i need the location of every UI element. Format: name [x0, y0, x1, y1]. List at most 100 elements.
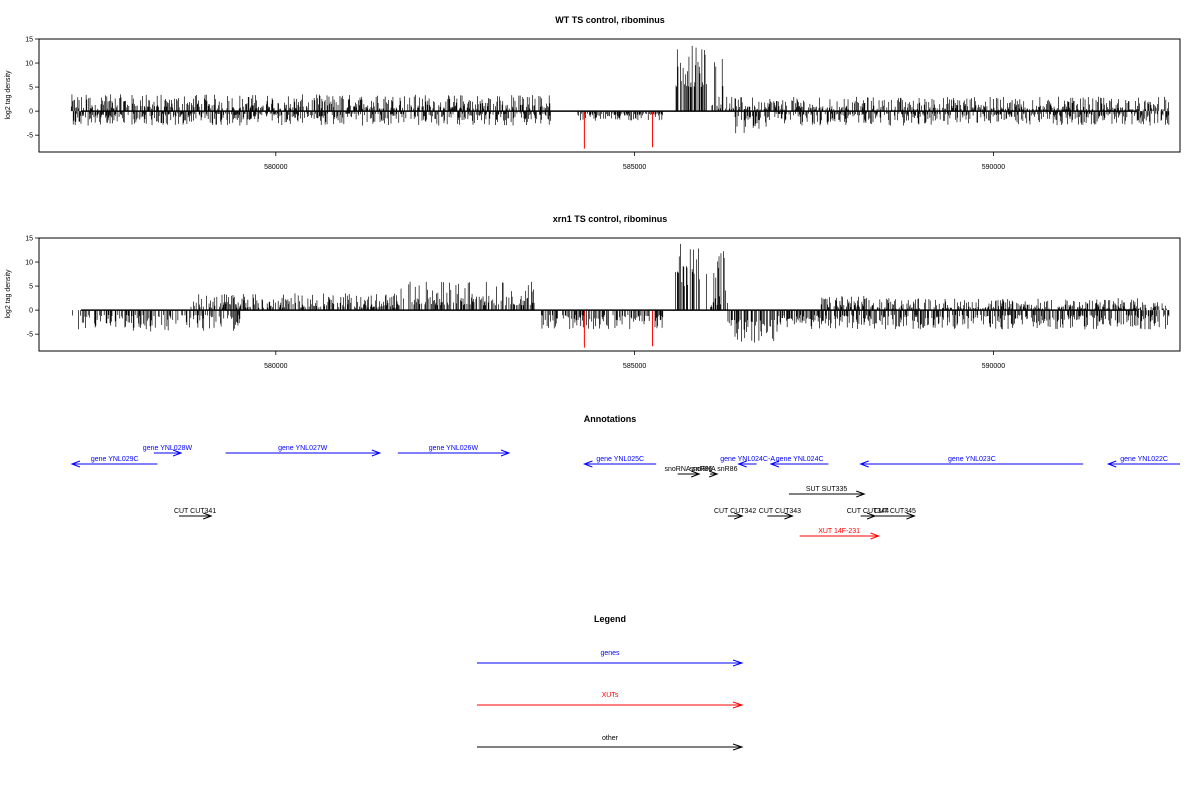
x-tick-label: 590000: [982, 164, 1005, 171]
x-tick-label: 585000: [623, 363, 646, 370]
y-tick-label: 10: [25, 61, 33, 68]
feature-label: CUT CUT341: [174, 508, 216, 515]
y-tick: 5: [29, 85, 39, 92]
x-tick: 580000: [264, 351, 288, 370]
annotation-feature: gene YNL022C: [1106, 456, 1180, 468]
y-tick: -5: [27, 332, 39, 339]
arrow-head-icon: [870, 532, 881, 540]
y-tick: 0: [29, 109, 39, 116]
annotation-feature: CUT CUT342: [714, 508, 756, 520]
y-tick: 15: [25, 236, 39, 243]
arrow-head-icon: [732, 743, 744, 751]
feature-label: gene YNL028W: [143, 445, 193, 452]
x-tick: 590000: [982, 152, 1005, 171]
legend-label: genes: [600, 650, 620, 657]
x-axis: 580000 585000 590000: [264, 152, 1005, 171]
plot-frame: [38, 38, 1181, 153]
x-tick-label: 585000: [623, 164, 646, 171]
plot-frame: [38, 237, 1181, 352]
feature-label: gene YNL027W: [278, 445, 328, 452]
y-axis: -5 0 5 10 15: [25, 236, 40, 351]
annotation-feature: XUT 14F-231: [799, 528, 881, 540]
arrow-head-icon: [734, 512, 744, 520]
annotation-feature: gene YNL023C: [859, 456, 1084, 468]
arrow-head-icon: [732, 701, 744, 709]
arrow-head-icon: [906, 512, 916, 520]
panel-title: xrn1 TS control, ribominus: [553, 214, 668, 224]
arrow-head-icon: [691, 470, 701, 478]
feature-label: CUT CUT342: [714, 508, 756, 515]
y-tick: 5: [29, 284, 39, 291]
panel-title: WT TS control, ribominus: [555, 15, 665, 25]
annotation-feature: gene YNL029C: [70, 456, 158, 468]
y-tick-label: 0: [29, 109, 33, 116]
y-tick-label: -5: [27, 332, 33, 339]
arrow-head-icon: [500, 449, 511, 457]
feature-label: gene YNL024C: [776, 456, 824, 463]
y-tick: 15: [25, 37, 39, 44]
x-tick-label: 580000: [264, 363, 287, 370]
legend-label: XUTs: [602, 692, 619, 699]
x-axis: 580000 585000 590000: [264, 351, 1005, 370]
y-tick: -5: [27, 133, 39, 140]
feature-label: XUT 14F-231: [818, 528, 860, 535]
y-axis: -5 0 5 10 15: [25, 37, 40, 152]
red-marks: [583, 310, 654, 348]
arrow-head-icon: [172, 449, 183, 457]
legend-item-genes: genes: [477, 650, 744, 667]
arrow-head-icon: [859, 460, 869, 468]
y-tick-label: -5: [27, 133, 33, 140]
x-tick-label: 580000: [264, 164, 287, 171]
annotation-features: gene YNL029C gene YNL028W gene YNL027W gene…: [70, 445, 1180, 540]
feature-label: gene YNL025C: [596, 456, 644, 463]
arrow-head-icon: [856, 490, 866, 498]
feature-label: gene YNL026W: [429, 445, 479, 452]
arrow-head-icon: [784, 512, 794, 520]
annotation-feature: CUT CUT345: [874, 508, 916, 520]
y-tick-label: 5: [29, 85, 33, 92]
feature-label: CUT CUT343: [759, 508, 801, 515]
x-tick-label: 590000: [982, 363, 1005, 370]
arrow-head-icon: [737, 460, 747, 468]
red-marks: [583, 111, 654, 149]
feature-label: gene YNL023C: [948, 456, 996, 463]
arrow-head-icon: [769, 460, 780, 468]
arrow-head-icon: [203, 512, 213, 520]
arrow-head-icon: [1106, 460, 1117, 468]
y-tick-label: 10: [25, 260, 33, 267]
feature-label: CUT CUT344: [847, 508, 889, 515]
annotation-feature: CUT CUT341: [174, 508, 216, 520]
feature-label: SUT SUT335: [806, 486, 848, 493]
feature-label: snoRNA snR86: [690, 466, 738, 473]
y-axis-label: log2 tag density: [5, 269, 12, 319]
annotation-feature: gene YNL028W: [143, 445, 193, 457]
x-tick: 585000: [623, 152, 646, 171]
density-bars: [72, 243, 1170, 343]
feature-label: snoRNA snR86: [665, 466, 713, 473]
track-panel-wt: WT TS control, ribominus log2 tag densit…: [5, 15, 1181, 171]
annotation-feature: snoRNA snR86: [665, 466, 713, 478]
annotation-feature: gene YNL024C: [769, 456, 829, 468]
y-tick-label: 15: [25, 37, 33, 44]
legend-item-other: other: [477, 735, 744, 751]
annotation-feature: CUT CUT343: [759, 508, 801, 520]
x-tick: 580000: [264, 152, 288, 171]
annotations-title: Annotations: [584, 414, 637, 424]
y-tick: 0: [29, 308, 39, 315]
arrow-head-icon: [582, 460, 593, 468]
annotation-feature: SUT SUT335: [788, 486, 866, 498]
feature-label: gene YNL029C: [91, 456, 139, 463]
annotation-feature: snoRNA snR86: [690, 466, 738, 478]
y-axis-label: log2 tag density: [5, 70, 12, 120]
arrow-head-icon: [371, 449, 382, 457]
y-tick-label: 5: [29, 284, 33, 291]
legend: Legend genes XUTs other: [477, 614, 744, 751]
legend-label: other: [602, 735, 619, 742]
arrow-head-icon: [70, 460, 81, 468]
feature-label: CUT CUT345: [874, 508, 916, 515]
annotation-feature: gene YNL027W: [225, 445, 382, 457]
y-tick: 10: [25, 260, 39, 267]
annotation-feature: gene YNL025C: [582, 456, 657, 468]
